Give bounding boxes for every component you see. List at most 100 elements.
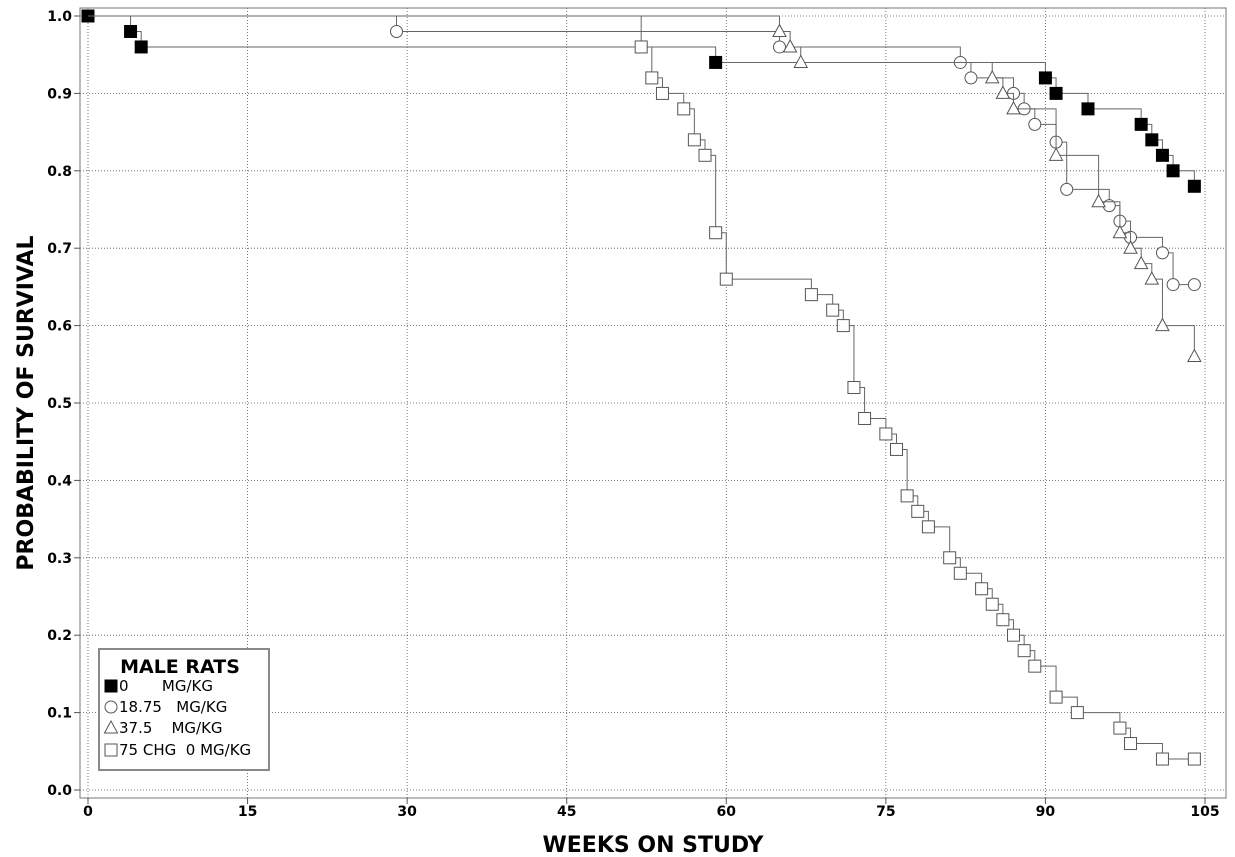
legend-title: MALE RATS [120,656,240,678]
data-point-75-chg-0-mg-kg [921,520,935,534]
y-tick-label: 0.5 [47,396,72,412]
data-point-0-mg-kg [1049,86,1063,100]
data-point-18-75-mg-kg [1155,246,1169,260]
data-point-75-chg-0-mg-kg [655,86,669,100]
data-point-0-mg-kg [1145,133,1159,147]
data-point-18-75-mg-kg [1060,182,1074,196]
data-point-75-chg-0-mg-kg [1113,721,1127,735]
data-point-75-chg-0-mg-kg [889,442,903,456]
axis-ticks: 0 15 30 45 60 75 90 105 0.0 0.1 0.2 0.3 0.4 0.5 0.6 0.7… [47,9,1219,820]
x-tick-label: 75 [876,804,895,820]
data-point-75-chg-0-mg-kg [1124,737,1138,751]
series-18-75-mg-kg [88,15,1201,292]
legend-marker-18-75-mg-kg [104,700,118,714]
data-point-37-5-mg-kg [793,54,809,68]
data-point-37-5-mg-kg [1048,147,1064,161]
y-tick-label: 0.6 [47,319,72,335]
data-point-75-chg-0-mg-kg [1049,690,1063,704]
y-tick-label: 0.1 [47,706,72,722]
data-point-75-chg-0-mg-kg [804,288,818,302]
data-point-0-mg-kg [1166,164,1180,178]
series-0-mg-kg [81,9,1201,193]
y-tick-label: 0.4 [47,473,72,489]
grid-lines [80,8,1226,798]
data-point-75-chg-0-mg-kg [900,489,914,503]
data-point-75-chg-0-mg-kg [634,40,648,54]
data-point-75-chg-0-mg-kg [826,303,840,317]
data-point-75-chg-0-mg-kg [836,319,850,333]
data-point-75-chg-0-mg-kg [1187,752,1201,766]
data-point-37-5-mg-kg [782,38,798,53]
data-point-0-mg-kg [1038,71,1052,85]
x-tick-label: 15 [238,804,257,820]
data-point-75-chg-0-mg-kg [719,272,733,286]
series-line-18-75-mg-kg [88,15,1195,286]
data-point-18-75-mg-kg [964,71,978,85]
data-point-75-chg-0-mg-kg [1007,628,1021,642]
x-tick-label: 105 [1190,804,1219,820]
data-point-75-chg-0-mg-kg [677,102,691,116]
legend-entries: 0 MG/KG 18.75 MG/KG 37.5 MG/KG 75 CHG 0 MG/… [103,677,251,759]
data-point-37-5-mg-kg [1133,255,1149,270]
x-tick-label: 45 [557,804,576,820]
data-point-37-5-mg-kg [1123,240,1138,254]
data-point-75-chg-0-mg-kg [1155,752,1169,766]
data-point-75-chg-0-mg-kg [943,551,957,565]
legend-marker-75-chg-0-mg-kg [104,743,118,757]
series-37-5-mg-kg [88,15,1202,363]
y-tick-label: 1.0 [47,9,72,25]
data-point-0-mg-kg [134,40,148,54]
data-point-75-chg-0-mg-kg [996,613,1010,627]
data-point-75-chg-0-mg-kg [698,148,712,162]
x-tick-label: 0 [83,804,93,820]
y-tick-label: 0.0 [47,783,72,799]
x-axis-title: WEEKS ON STUDY [543,833,765,857]
data-point-75-chg-0-mg-kg [911,504,925,518]
data-point-18-75-mg-kg [772,40,786,54]
data-point-75-chg-0-mg-kg [985,597,999,611]
data-point-37-5-mg-kg [772,23,787,37]
data-point-37-5-mg-kg [995,85,1011,99]
data-point-18-75-mg-kg [1028,117,1042,131]
legend-box [98,648,270,771]
data-point-75-chg-0-mg-kg [709,226,723,240]
data-point-75-chg-0-mg-kg [1070,706,1084,720]
legend-label-0-mg-kg: 0 MG/KG [119,677,213,695]
data-point-0-mg-kg [709,55,723,69]
x-tick-label: 60 [717,804,737,820]
y-tick-label: 0.2 [47,628,72,644]
series-layer [81,9,1202,766]
y-tick-label: 0.8 [47,164,72,180]
series-75-chg-0-mg-kg [88,15,1201,766]
legend-label-18-75-mg-kg: 18.75 MG/KG [119,698,227,716]
data-point-75-chg-0-mg-kg [858,411,872,425]
data-point-75-chg-0-mg-kg [1028,659,1042,673]
legend-label-75-chg-0-mg-kg: 75 CHG 0 MG/KG [119,741,251,759]
data-point-75-chg-0-mg-kg [953,566,967,580]
x-tick-label: 90 [1036,804,1056,820]
x-tick-label: 30 [397,804,417,820]
data-point-75-chg-0-mg-kg [975,582,989,596]
data-point-37-5-mg-kg [1112,224,1128,239]
legend: MALE RATS 0 MG/KG 18.75 MG/KG 37.5 MG/KG 75… [98,648,270,771]
y-axis-title: PROBABILITY OF SURVIVAL [14,235,39,570]
data-point-18-75-mg-kg [1166,278,1180,292]
y-tick-label: 0.9 [47,86,72,102]
legend-marker-0-mg-kg [104,679,118,693]
data-point-37-5-mg-kg [1144,271,1160,285]
legend-marker-37-5-mg-kg [103,719,119,734]
data-point-0-mg-kg [1081,102,1095,116]
data-point-37-5-mg-kg [984,69,1000,84]
data-point-18-75-mg-kg [390,24,404,38]
data-point-75-chg-0-mg-kg [645,71,659,85]
data-point-75-chg-0-mg-kg [687,133,701,147]
data-point-0-mg-kg [1134,117,1148,131]
y-tick-label: 0.7 [47,241,72,257]
data-point-0-mg-kg [1187,179,1201,193]
data-point-0-mg-kg [1155,148,1169,162]
data-point-75-chg-0-mg-kg [1017,644,1031,658]
data-point-75-chg-0-mg-kg [847,381,861,395]
data-point-37-5-mg-kg [1155,317,1170,332]
y-tick-label: 0.3 [47,551,72,567]
data-point-37-5-mg-kg [1187,348,1202,363]
